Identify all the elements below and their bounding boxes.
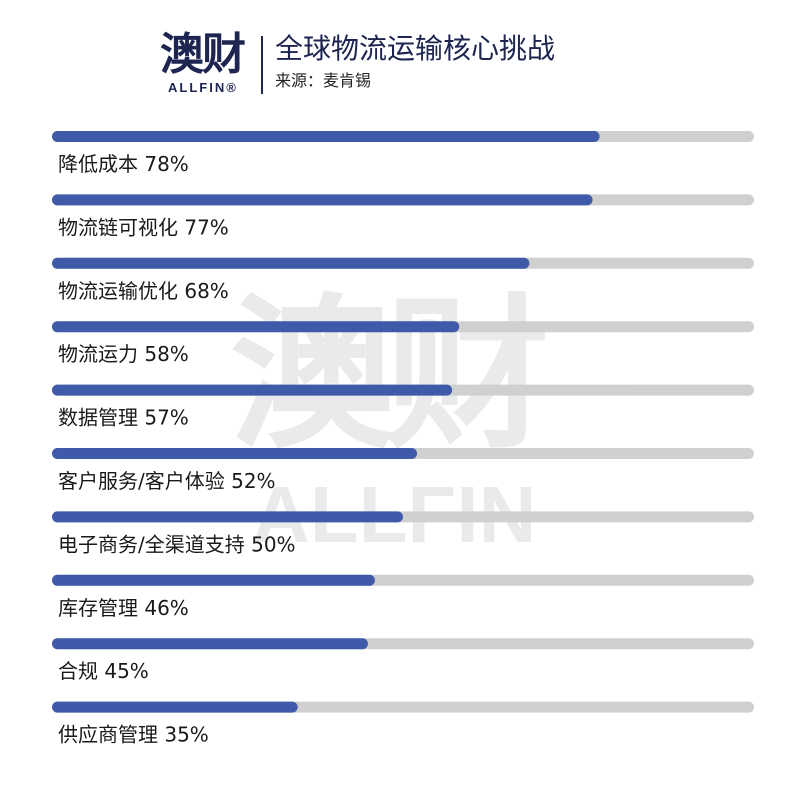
bar bbox=[52, 194, 593, 206]
bar-label: 客户服务/客户体验 52% bbox=[58, 469, 276, 493]
header-divider bbox=[261, 36, 263, 94]
bar bbox=[52, 384, 453, 396]
bar-row: 物流运力 58% bbox=[52, 321, 754, 366]
bar-row: 合规 45% bbox=[52, 638, 754, 683]
bar bbox=[52, 448, 418, 459]
source-note: 来源：麦肯锡 bbox=[275, 71, 372, 90]
bar-row: 数据管理 57% bbox=[52, 384, 754, 430]
bar-row: 降低成本 78% bbox=[52, 131, 754, 176]
bar-label: 物流链可视化 77% bbox=[58, 215, 229, 239]
bar-row: 库存管理 46% bbox=[52, 574, 754, 620]
bar-row: 供应商管理 35% bbox=[52, 701, 754, 747]
bar-label: 降低成本 78% bbox=[58, 152, 189, 176]
logo-english: ALLFIN® bbox=[168, 80, 238, 95]
bar bbox=[52, 131, 600, 142]
logo-chinese: 澳财 bbox=[160, 29, 246, 80]
bar bbox=[52, 321, 460, 333]
chart-title: 全球物流运输核心挑战 bbox=[275, 32, 556, 65]
bar-label: 合规 45% bbox=[58, 659, 149, 683]
bar-label: 物流运力 58% bbox=[58, 342, 189, 366]
bar-row: 客户服务/客户体验 52% bbox=[52, 448, 754, 493]
bar-label: 电子商务/全渠道支持 50% bbox=[58, 532, 296, 556]
bar bbox=[52, 257, 530, 269]
bar-row: 物流运输优化 68% bbox=[52, 257, 754, 303]
bar-row: 电子商务/全渠道支持 50% bbox=[52, 511, 754, 556]
header: 澳财 ALLFIN® 全球物流运输核心挑战 来源：麦肯锡 bbox=[160, 30, 660, 100]
bar bbox=[52, 701, 298, 713]
bar-row: 物流链可视化 77% bbox=[52, 194, 754, 239]
bar-label: 供应商管理 35% bbox=[58, 723, 209, 747]
bar bbox=[52, 638, 368, 650]
bar bbox=[52, 574, 375, 586]
bar bbox=[52, 511, 403, 523]
bar-label: 物流运输优化 68% bbox=[58, 279, 229, 303]
bar-label: 库存管理 46% bbox=[58, 596, 189, 620]
bar-label: 数据管理 57% bbox=[58, 406, 189, 430]
